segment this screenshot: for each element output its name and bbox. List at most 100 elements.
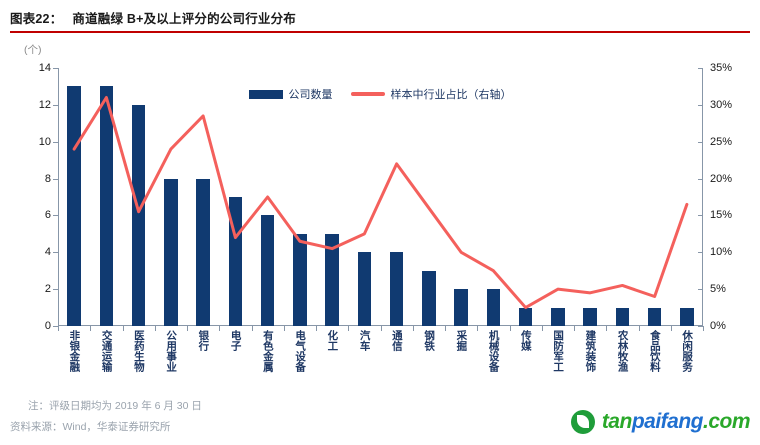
y-axis-left-tick-label: 14 — [38, 62, 51, 74]
logo-text: tanpaifang.com — [601, 410, 751, 434]
x-axis-tickmark — [283, 326, 285, 331]
y-axis-left-tick-label: 2 — [44, 283, 51, 296]
x-axis-tickmark — [477, 326, 479, 331]
bar-农林牧渔 — [615, 307, 630, 326]
bar-休闲服务 — [680, 307, 694, 326]
y-axis-right-tickmark — [698, 178, 703, 180]
y-axis-left-tickmark — [53, 289, 58, 291]
y-axis-unit-label: (个) — [24, 44, 42, 56]
x-axis-tickmark — [348, 326, 350, 331]
logo-text-part3: .com — [702, 410, 751, 433]
legend-bar-swatch-icon — [248, 89, 283, 99]
x-axis-label-化工: 化工 — [326, 330, 339, 351]
page-title: 商道融绿 B+及以上评分的公司行业分布 — [72, 12, 297, 26]
y-axis-right-tick-label: 15% — [710, 209, 733, 222]
x-axis-label-公用事业: 公用事业 — [165, 330, 178, 372]
chart-legend: 公司数量 样本中行业占比（右轴） — [10, 86, 750, 102]
plot-area — [58, 68, 703, 326]
line-series-path — [72, 95, 689, 310]
y-axis-left-tickmark — [53, 178, 58, 180]
x-axis-label-汽车: 汽车 — [358, 330, 371, 351]
bar-通信 — [389, 252, 404, 326]
bar-机械设备 — [486, 289, 501, 326]
bar-银行 — [196, 178, 210, 326]
x-axis-tickmark — [412, 326, 414, 331]
bar-食品饮料 — [647, 307, 662, 326]
x-axis-label-非银金融: 非银金融 — [68, 330, 81, 372]
logo-text-part1: tan — [601, 410, 633, 433]
y-axis-right-tick-label: 0% — [710, 320, 726, 332]
y-axis-right-tick-label: 35% — [710, 62, 733, 74]
y-axis-left-tick-label: 12 — [38, 98, 51, 111]
x-axis-tickmark — [445, 326, 446, 331]
y-axis-right-tickmark — [698, 104, 703, 106]
x-axis-label-建筑装饰: 建筑装饰 — [584, 330, 597, 372]
y-axis-left-tick-label: 4 — [44, 246, 51, 259]
y-axis-left-tick-label: 10 — [38, 135, 51, 148]
x-axis-tickmark — [670, 326, 672, 331]
y-axis-right-tick-label: 10% — [710, 246, 733, 259]
x-axis-label-银行: 银行 — [197, 330, 210, 351]
bar-医药生物 — [131, 104, 146, 326]
bar-series — [58, 68, 703, 326]
figure-title-row: 图表22： 商道融绿 B+及以上评分的公司行业分布 — [10, 8, 750, 27]
x-axis-tickmark — [219, 326, 221, 331]
x-axis-label-休闲服务: 休闲服务 — [681, 330, 694, 372]
bar-钢铁 — [422, 270, 436, 326]
x-axis-label-交通运输: 交通运输 — [100, 330, 113, 372]
legend-line-swatch-icon — [350, 92, 385, 96]
x-axis-label-医药生物: 医药生物 — [132, 330, 145, 372]
y-axis-right-tickmark — [698, 68, 703, 69]
x-axis-tickmark — [541, 326, 543, 331]
x-axis-label-有色金属: 有色金属 — [261, 330, 274, 372]
line-series — [72, 95, 689, 310]
y-axis-left-tickmark — [53, 326, 58, 327]
title-divider — [10, 31, 750, 33]
x-axis-ticks — [58, 68, 704, 331]
chart-axes: 0 2 4 6 8 10 12 14 0% 5% 10% 15% 20% 25% 30% 35% — [39, 62, 732, 332]
bar-化工 — [325, 233, 339, 326]
y-axis-right-tick-label: 5% — [710, 283, 726, 296]
x-axis-tickmark — [574, 326, 575, 331]
y-axis-right-tick-label: 20% — [710, 172, 733, 185]
x-axis-tickmark — [316, 326, 317, 331]
bar-建筑装饰 — [583, 307, 597, 326]
legend-item-line: 样本中行业占比（右轴） — [350, 86, 512, 102]
y-axis-left-tickmark — [53, 252, 58, 254]
y-axis-right-tickmark — [698, 326, 703, 327]
y-axis-right-tickmark — [698, 252, 703, 254]
x-axis-label-食品饮料: 食品饮料 — [648, 330, 661, 372]
logo-text-part2: paifang — [631, 410, 704, 433]
legend-line-label: 样本中行业占比（右轴） — [390, 89, 512, 101]
x-axis-label-农林牧渔: 农林牧渔 — [616, 330, 629, 372]
x-axis-label-电子: 电子 — [229, 330, 242, 351]
y-axis-right-tickmark — [698, 289, 703, 291]
x-axis-label-电气设备: 电气设备 — [294, 330, 307, 372]
x-axis-labels: 非银金融 交通运输 医药生物 公用事业 银行 电子 有色金属 电气设备 化工 汽车 通信 钢铁 采掘 机械… — [58, 326, 703, 418]
legend-item-bar: 公司数量 — [248, 86, 333, 102]
bar-电气设备 — [293, 233, 307, 326]
bar-交通运输 — [99, 86, 114, 326]
x-axis-tickmark — [703, 326, 704, 331]
x-axis-label-通信: 通信 — [390, 330, 403, 351]
figure-number: 图表22： — [10, 12, 63, 26]
bar-公用事业 — [164, 178, 178, 326]
x-axis-label-机械设备: 机械设备 — [487, 330, 500, 372]
x-axis-tickmark — [606, 326, 608, 331]
chart-container: (个) 公司数量 样本中行业占比（右轴） 0 2 4 6 8 10 12 14 0% 5% 10%… — [10, 40, 750, 390]
bar-汽车 — [357, 252, 372, 326]
x-axis-tickmark — [90, 326, 92, 331]
leaf-icon — [570, 410, 595, 434]
chart-source: 资料来源：Wind，华泰证券研究所 — [10, 421, 171, 433]
y-axis-left-tickmark — [53, 141, 58, 143]
bar-国防军工 — [551, 307, 565, 326]
y-axis-left-tickmark — [53, 68, 58, 69]
x-axis-tickmark — [187, 326, 188, 331]
site-logo[interactable]: tanpaifang.com — [570, 408, 751, 436]
y-axis-left-tick-label: 6 — [44, 209, 51, 222]
x-axis-tickmark — [380, 326, 382, 331]
x-axis-tickmark — [122, 326, 124, 331]
bar-采掘 — [454, 289, 468, 326]
y-axis-right-tick-label: 30% — [710, 98, 733, 111]
x-axis-tickmark — [509, 326, 511, 331]
